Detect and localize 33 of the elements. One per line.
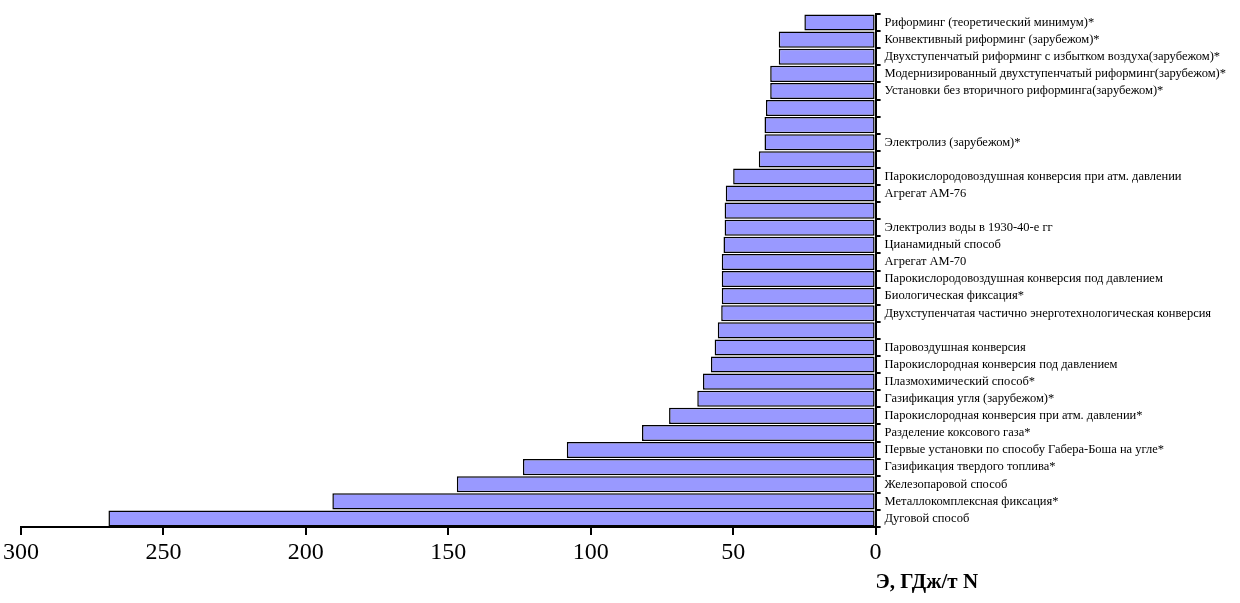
y-tick-label: Риформинг (теоретический минимум)*	[884, 14, 1095, 29]
y-tick-label: Плазмохимический способ*	[884, 373, 1036, 388]
y-tick-label: Электролиз (зарубежом)*	[884, 134, 1021, 149]
y-tick-label: Первые установки по способу Габера-Боша на угле*	[884, 442, 1165, 457]
y-tick-label: Паровоздушная конверсия	[884, 339, 1027, 354]
y-tick-label: Железопаровой способ	[884, 476, 1008, 491]
y-tick-label: Конвективный риформинг (зарубежом)*	[884, 31, 1100, 46]
y-tick-label: Агрегат АМ-70	[884, 254, 967, 269]
y-tick-label: Модернизированный двухступенчатый риформинг(зарубежом)*	[884, 66, 1226, 81]
x-tick-label: 0	[869, 537, 882, 564]
y-tick-label: Двухступенчатая частично энерготехнологическая конверсия	[884, 305, 1212, 320]
x-tick-label: 200	[287, 537, 324, 564]
y-tick-label: Биологическая фиксация*	[884, 288, 1025, 303]
y-tick-label: Парокислородовоздушная конверсия при атм. давлении	[884, 168, 1182, 183]
y-tick-label: Агрегат АМ-76	[884, 185, 967, 200]
x-tick-label: 100	[572, 537, 609, 564]
y-tick-label: Парокислородная конверсия при атм. давлении*	[884, 408, 1143, 423]
y-tick-label: Газификация твердого топлива*	[884, 459, 1056, 474]
y-tick-label: Цианамидный способ	[884, 237, 1001, 252]
x-tick-label: 150	[430, 537, 467, 564]
y-tick-label: Двухступенчатый риформинг с избытком воздуха(зарубежом)*	[884, 49, 1221, 64]
x-tick-label: 50	[721, 537, 746, 564]
y-tick-label: Дуговой способ	[884, 510, 970, 525]
y-tick-label: Установки без вторичного риформинга(зарубежом)*	[884, 83, 1164, 98]
y-tick-label: Газификация угля (зарубежом)*	[884, 391, 1055, 406]
y-tick-label: Разделение коксового газа*	[884, 425, 1031, 440]
y-tick-label: Электролиз воды в 1930-40-е гг	[884, 220, 1053, 235]
y-tick-label: Парокислородовоздушная конверсия под давлением	[884, 271, 1163, 286]
x-axis-title: Э, ГДж/т N	[875, 568, 979, 593]
x-tick-label: 300	[3, 537, 39, 564]
y-tick-label: Металлокомплексная фиксация*	[884, 493, 1059, 508]
y-tick-label: Парокислородная конверсия под давлением	[884, 356, 1118, 371]
x-tick-label: 250	[145, 537, 182, 564]
